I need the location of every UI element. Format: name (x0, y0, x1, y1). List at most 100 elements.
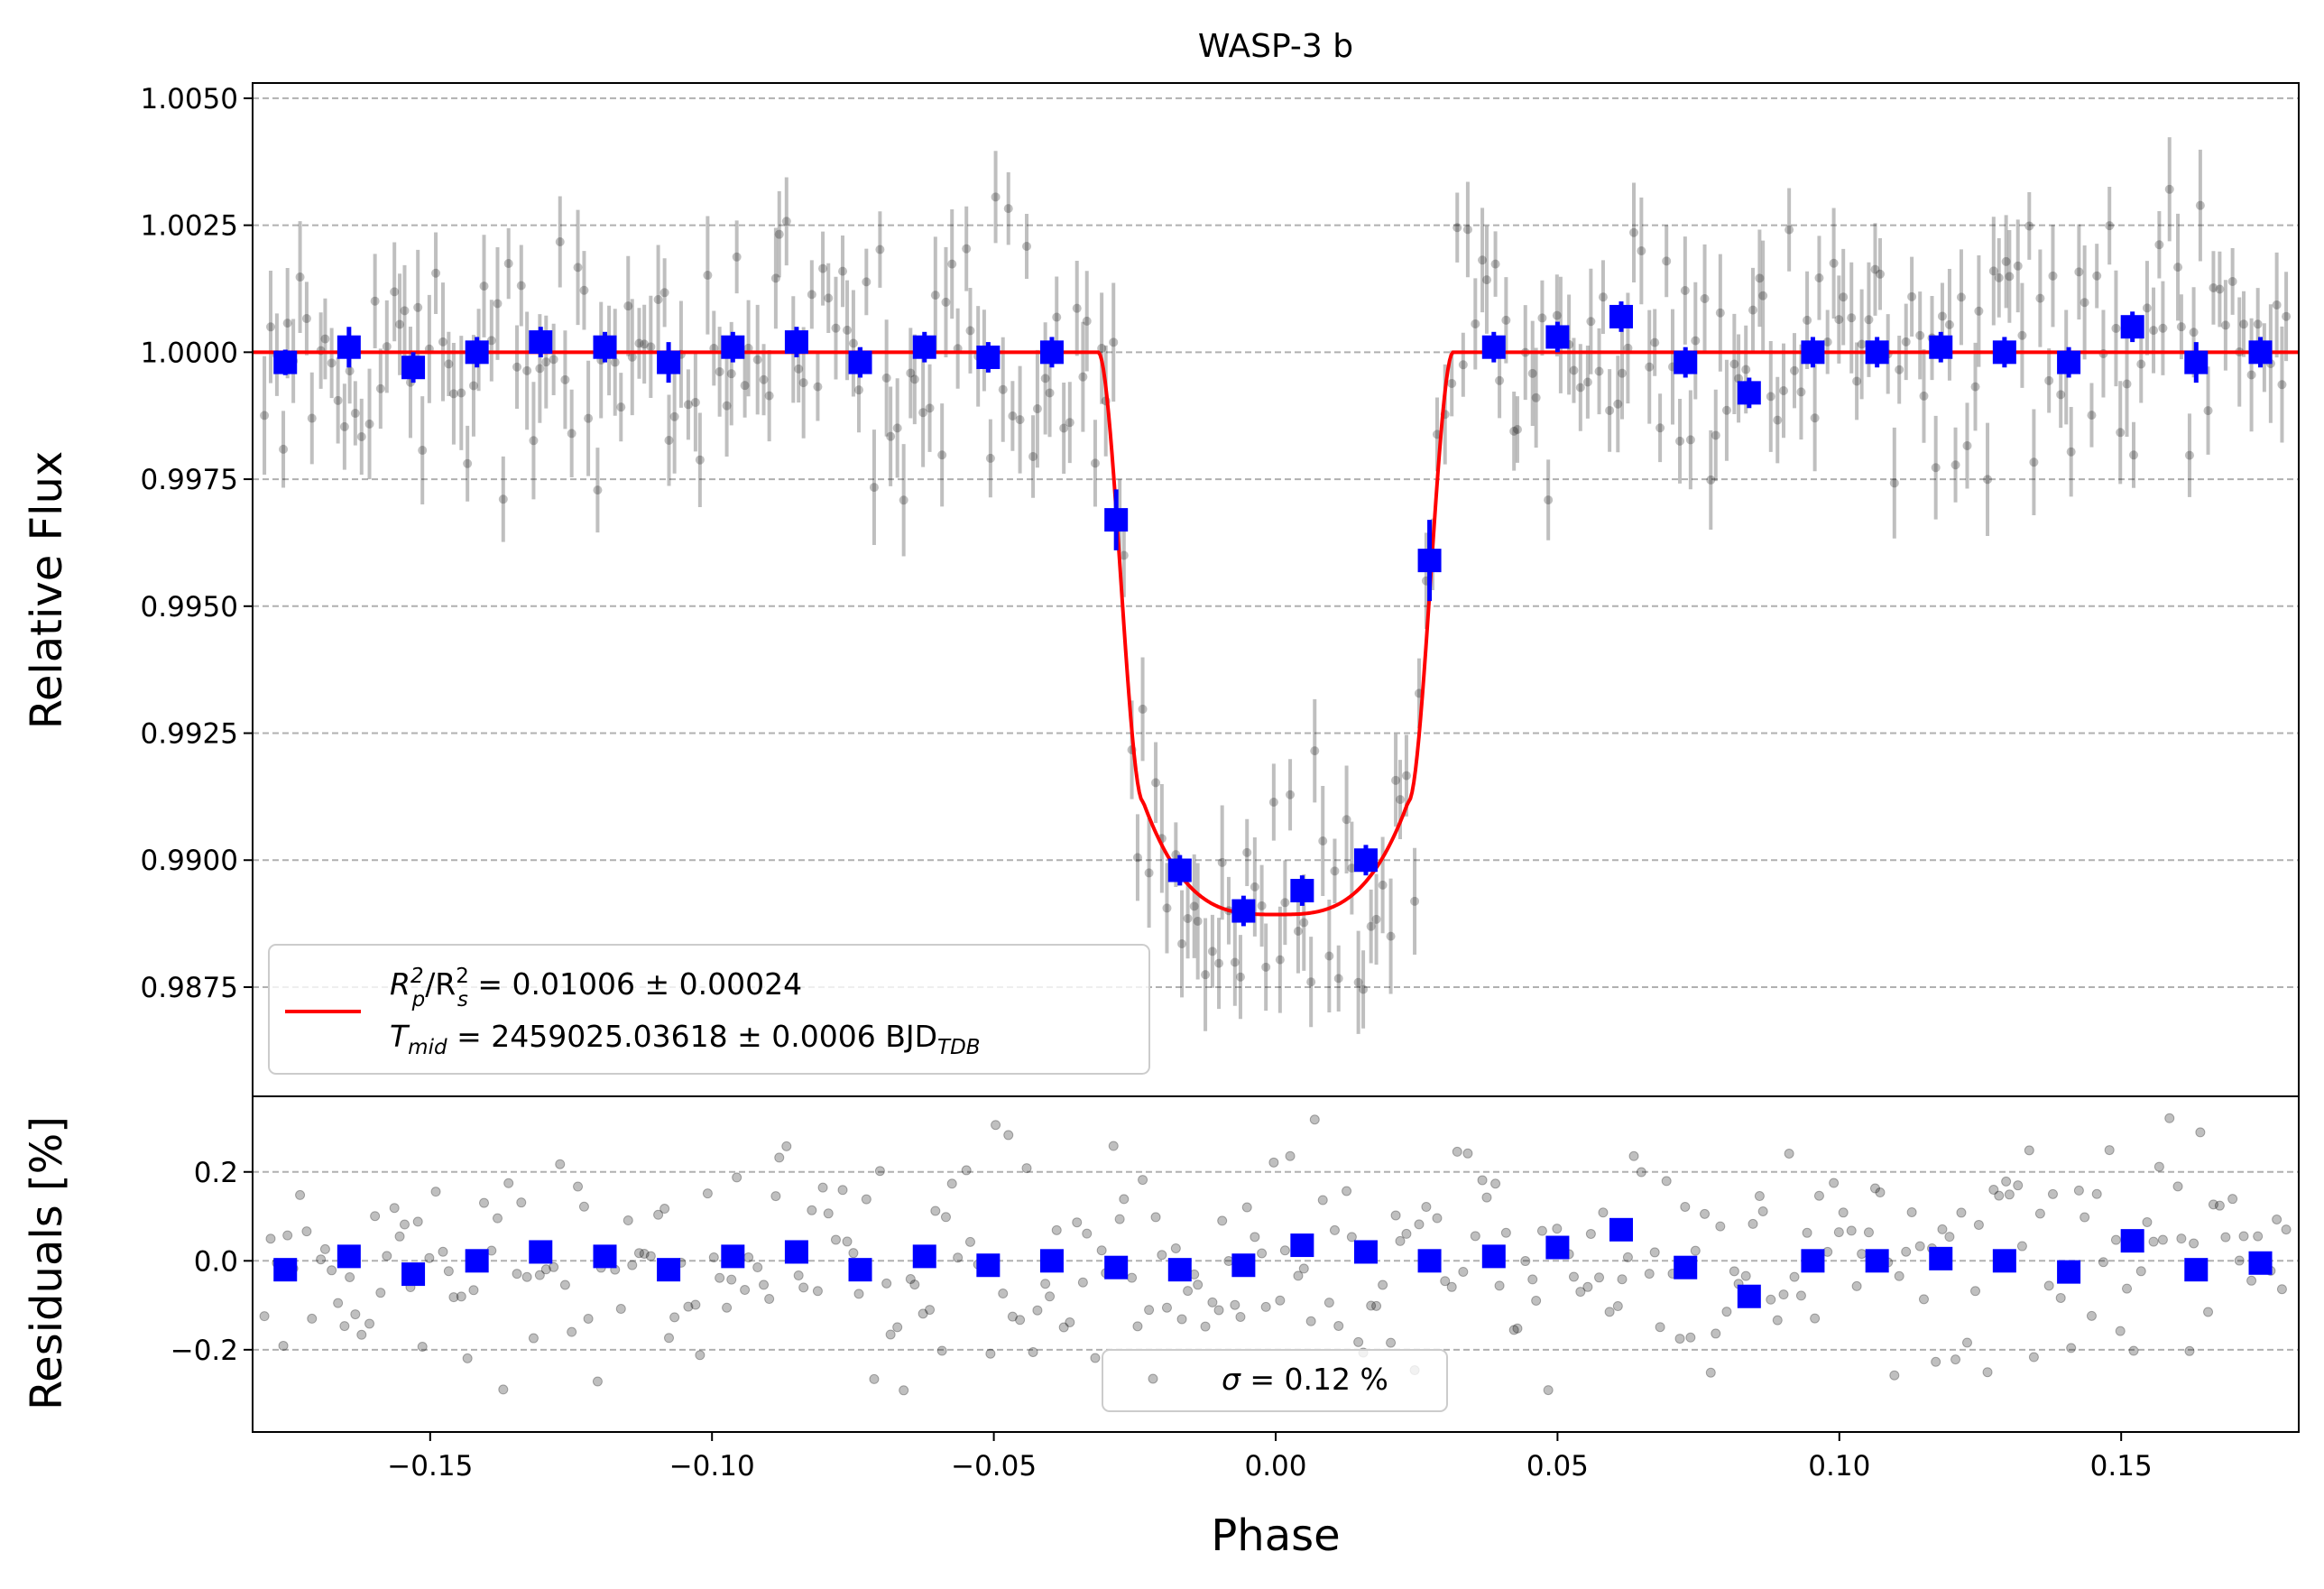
flux-raw-point (282, 319, 292, 328)
residual-binned-point (1609, 1217, 1633, 1242)
residual-raw-point (798, 1282, 809, 1293)
flux-raw-point (899, 495, 908, 505)
residual-raw-point (534, 1270, 545, 1280)
flux-raw-point (418, 446, 428, 456)
flux-raw-point (1447, 378, 1457, 388)
flux-raw-point (1183, 913, 1193, 923)
residual-raw-point (1082, 1228, 1093, 1239)
residual-raw-point (817, 1182, 828, 1193)
flux-raw-point (1310, 746, 1320, 756)
residual-raw-point (1342, 1186, 1352, 1196)
residual-raw-point (1058, 1322, 1069, 1333)
residual-raw-point (503, 1178, 514, 1188)
flux-raw-point (1618, 368, 1628, 378)
residual-raw-point (417, 1341, 428, 1352)
residual-raw-point (1961, 1337, 1972, 1348)
residual-raw-point (1757, 1206, 1768, 1217)
residual-raw-point (2189, 1238, 2200, 1249)
flux-raw-point (1293, 926, 1303, 936)
flux-raw-point (2092, 271, 2102, 281)
flux-raw-point (1286, 790, 1296, 799)
residual-raw-point (1795, 1290, 1806, 1301)
residual-raw-point (479, 1197, 490, 1208)
flux-raw-point (1715, 308, 1725, 318)
flux-raw-point (1864, 315, 1874, 325)
residual-raw-point (1045, 1291, 1056, 1302)
residual-raw-point (953, 1252, 964, 1263)
residual-raw-point (793, 1270, 804, 1281)
flux-ytick-label: 0.9925 (141, 718, 238, 751)
flux-raw-point (1201, 970, 1211, 980)
residual-raw-point (2047, 1188, 2058, 1199)
flux-raw-point (1994, 273, 2004, 282)
flux-raw-point (998, 384, 1008, 394)
residual-raw-point (695, 1350, 706, 1361)
flux-raw-point (479, 282, 489, 291)
flux-raw-point (1680, 286, 1690, 296)
flux-raw-point (382, 342, 392, 352)
flux-raw-point (2239, 319, 2249, 329)
flux-raw-point (683, 400, 693, 410)
residual-raw-point (1401, 1228, 1412, 1239)
residual-raw-point (1740, 1270, 1751, 1281)
flux-raw-point (616, 402, 626, 412)
flux-raw-point (265, 322, 275, 332)
flux-legend-depth-text: R2 p/R2 s = 0.01006 ± 0.00024 (390, 965, 802, 1012)
residual-raw-point (2172, 1181, 2183, 1192)
flux-raw-point (1471, 319, 1480, 328)
flux-raw-point (875, 245, 885, 254)
flux-raw-point (1537, 313, 1547, 323)
residual-raw-point (1305, 1316, 1316, 1326)
residual-raw-point (653, 1209, 664, 1220)
flux-raw-point (1852, 376, 1862, 386)
flux-raw-point (669, 411, 679, 421)
flux-raw-point (862, 277, 872, 287)
flux-raw-point (579, 285, 589, 295)
flux-raw-point (431, 268, 441, 278)
residual-raw-point (991, 1120, 1001, 1131)
flux-raw-point (1974, 306, 1984, 316)
flux-raw-point (1401, 771, 1411, 781)
flux-raw-point (2066, 447, 2076, 457)
residual-raw-point (1217, 1215, 1228, 1226)
residual-raw-point (2203, 1307, 2214, 1317)
residual-raw-point (1346, 1232, 1357, 1243)
flux-raw-point (2105, 221, 2115, 231)
residual-raw-point (1470, 1231, 1480, 1242)
residual-raw-point (1889, 1370, 1900, 1381)
residual-raw-point (1956, 1207, 1967, 1218)
residual-binned-point (337, 1244, 361, 1269)
residual-raw-point (1857, 1249, 1868, 1260)
residual-raw-point (1127, 1272, 1138, 1283)
flux-raw-point (1342, 815, 1351, 825)
flux-raw-point (1378, 880, 1388, 890)
residual-raw-point (1869, 1183, 1880, 1194)
flux-raw-point (1629, 227, 1639, 237)
flux-raw-point (794, 364, 804, 374)
flux-raw-point (1008, 411, 1018, 421)
residual-binned-point (401, 1262, 426, 1287)
residual-raw-point (615, 1304, 626, 1315)
flux-raw-point (1119, 550, 1129, 560)
flux-binned-point (848, 350, 872, 374)
flux-raw-point (584, 413, 594, 423)
residual-raw-point (282, 1230, 293, 1241)
residual-binned-point (2184, 1258, 2209, 1282)
phase-xtick-label: −0.15 (387, 1450, 473, 1483)
flux-raw-point (930, 291, 940, 300)
residual-raw-point (399, 1219, 410, 1230)
residual-legend: σ = 0.12 % (1102, 1349, 1448, 1412)
flux-raw-point (1784, 225, 1794, 235)
flux-raw-point (529, 436, 539, 446)
flux-raw-point (2203, 406, 2213, 416)
flux-binned-point (912, 335, 936, 359)
residual-raw-point (842, 1236, 853, 1247)
residual-raw-point (1906, 1206, 1917, 1217)
residual-raw-point (265, 1233, 276, 1244)
residual-raw-point (1594, 1272, 1605, 1283)
residual-raw-point (1065, 1316, 1075, 1327)
residual-raw-point (2135, 1266, 2146, 1277)
flux-raw-point (1847, 313, 1857, 323)
residual-raw-point (1144, 1305, 1155, 1316)
residual-binned-point (784, 1240, 808, 1264)
